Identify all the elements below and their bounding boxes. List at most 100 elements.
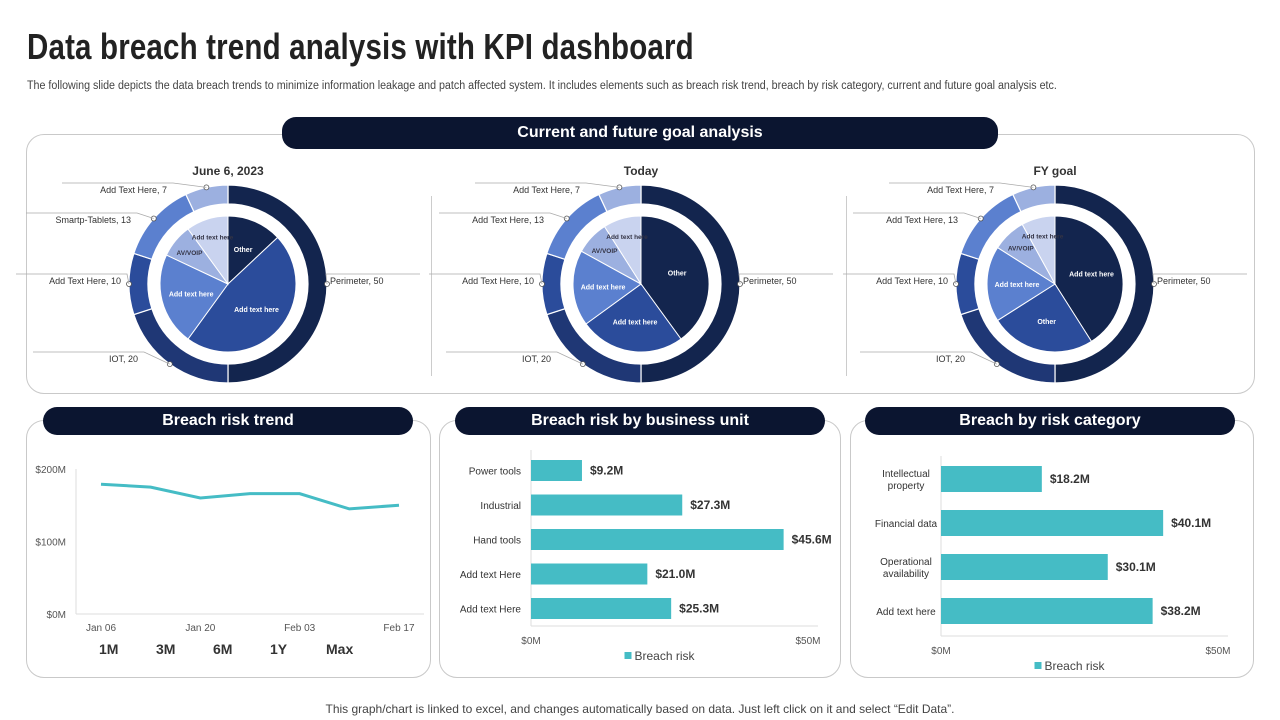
inner-pie-slice [585, 283, 682, 353]
outer-ring-slice [541, 252, 566, 316]
page-title: Data breach trend analysis with KPI dash… [27, 26, 694, 67]
legend-label: Breach risk [1045, 659, 1106, 673]
inner-slice-label: Add text here [581, 284, 626, 291]
bar [941, 510, 1164, 536]
range-button-max[interactable]: Max [326, 641, 354, 657]
outer-slice-label: Perimeter, 50 [743, 276, 797, 286]
outer-slice-label: Add Text Here, 7 [927, 185, 994, 195]
category-label: Operational [880, 557, 932, 568]
range-button-1m[interactable]: 1M [99, 641, 119, 657]
x-tick-label: Feb 03 [284, 623, 316, 634]
leader-line [439, 212, 567, 219]
outer-slice-label: Add Text Here, 13 [886, 215, 958, 225]
inner-slice-label: Add text here [234, 307, 279, 314]
bar-value-label: $38.2M [1161, 604, 1201, 618]
category-section-header: Breach by risk category [865, 407, 1235, 435]
inner-pie-slice [986, 246, 1056, 322]
inner-pie-slice [572, 250, 642, 325]
leader-line [738, 273, 833, 285]
unit-section-header: Breach risk by business unit [455, 407, 825, 435]
x-tick-label: $0M [521, 636, 540, 647]
outer-ring-slice [128, 252, 153, 316]
inner-pie-slice [996, 283, 1093, 353]
y-tick-label: $0M [47, 610, 66, 621]
category-label: property [888, 481, 925, 492]
x-tick-label: Jan 06 [86, 623, 116, 634]
pie-title: Today [624, 164, 659, 178]
bar-value-label: $45.6M [792, 533, 832, 547]
legend-swatch [1034, 662, 1042, 669]
range-button-6m[interactable]: 6M [213, 641, 233, 657]
leader-line [860, 351, 997, 365]
bar-value-label: $25.3M [679, 602, 719, 616]
leader-line [446, 351, 583, 365]
outer-ring-slice [185, 184, 229, 213]
leader-line [62, 182, 207, 188]
outer-slice-label: IOT, 20 [109, 354, 138, 364]
bar [531, 598, 672, 619]
x-tick-label: $50M [1205, 646, 1230, 657]
inner-pie-slice [187, 236, 297, 353]
outer-ring-slice [1012, 184, 1056, 213]
outer-slice-label: Smartp-Tablets, 13 [55, 215, 131, 225]
inner-slice-label: AV/VOIP [1008, 246, 1035, 253]
goal-pie-charts: June 6, 2023 Perimeter, 50 IOT, 20 Add Text… [16, 164, 1247, 384]
leader-line [889, 182, 1034, 188]
outer-slice-label: Perimeter, 50 [1157, 276, 1211, 286]
breach-trend-line-chart: $0M $100M $200M Jan 06 Jan 20 Feb 03 Feb 17 [35, 465, 424, 634]
bar [531, 529, 784, 550]
bar-value-label: $9.2M [590, 464, 623, 478]
bar [941, 554, 1108, 580]
leader-line [429, 273, 543, 285]
page-subtitle: The following slide depicts the data bre… [27, 80, 1057, 92]
leader-line [33, 351, 170, 365]
outer-slice-label: Add Text Here, 10 [462, 276, 534, 286]
inner-pie-slice [1021, 215, 1056, 285]
bar [531, 460, 582, 481]
x-tick-label: $50M [795, 636, 820, 647]
pie-title: FY goal [1033, 164, 1076, 178]
bar-value-label: $21.0M [655, 567, 695, 581]
outer-slice-label: IOT, 20 [936, 354, 965, 364]
business-unit-bar-chart: $9.2M Power tools $27.3M Industrial $45.6M Ha… [460, 450, 832, 663]
leader-line [853, 212, 981, 219]
inner-slice-label: Other [668, 270, 687, 277]
trend-section-header: Breach risk trend [43, 407, 413, 435]
trend-line [100, 482, 400, 511]
bar-value-label: $18.2M [1050, 472, 1090, 486]
category-label: Intellectual [882, 469, 930, 480]
inner-slice-label: Add text here [192, 234, 234, 241]
category-label: Hand tools [473, 536, 521, 547]
legend-swatch [624, 652, 632, 659]
inner-slice-label: AV/VOIP [592, 248, 619, 255]
leader-line [26, 212, 154, 219]
outer-slice-label: IOT, 20 [522, 354, 551, 364]
inner-pie-slice [187, 215, 229, 286]
x-tick-label: Feb 17 [383, 623, 415, 634]
range-button-1y[interactable]: 1Y [270, 641, 288, 657]
inner-slice-label: Add text here [169, 291, 214, 298]
bar [941, 466, 1042, 492]
inner-pie-slice [640, 215, 710, 340]
inner-slice-label: Add text here [613, 320, 658, 327]
leader-line [1152, 273, 1247, 285]
inner-slice-label: Add text here [606, 234, 648, 241]
goal-section-header: Current and future goal analysis [282, 117, 998, 149]
outer-slice-label: Add Text Here, 13 [472, 215, 544, 225]
bar-value-label: $27.3M [690, 498, 730, 512]
outer-slice-label: Perimeter, 50 [330, 276, 384, 286]
inner-slice-label: Add text here [995, 282, 1040, 289]
inner-slice-label: Add text here [1022, 234, 1064, 241]
outer-slice-label: Add Text Here, 7 [100, 185, 167, 195]
pie-title: June 6, 2023 [192, 164, 264, 178]
range-button-3m[interactable]: 3M [156, 641, 176, 657]
outer-slice-label: Add Text Here, 10 [876, 276, 948, 286]
legend-label: Breach risk [635, 649, 696, 663]
outer-slice-label: Add Text Here, 10 [49, 276, 121, 286]
inner-slice-label: Add text here [1069, 271, 1114, 278]
category-label: Financial data [875, 519, 938, 530]
category-label: Power tools [469, 467, 521, 478]
leader-line [475, 182, 620, 188]
bar-value-label: $30.1M [1116, 560, 1156, 574]
